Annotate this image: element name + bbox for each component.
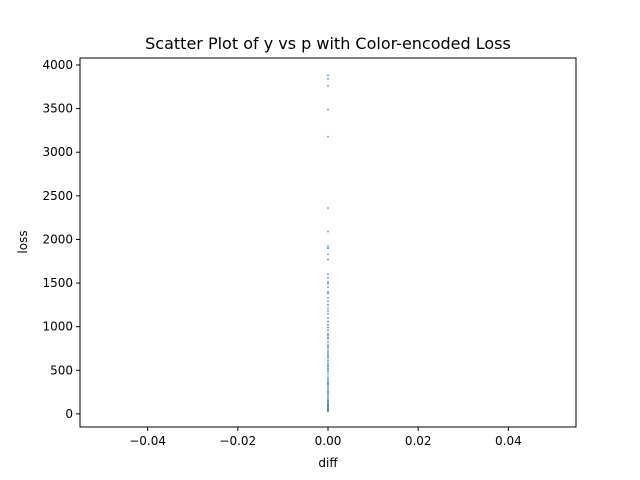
scatter-point: [327, 78, 329, 80]
scatter-point: [327, 371, 329, 373]
y-tick-label: 1000: [42, 320, 73, 334]
scatter-point: [327, 85, 329, 87]
scatter-point: [327, 365, 329, 368]
scatter-point: [327, 391, 329, 394]
scatter-point: [327, 399, 329, 402]
scatter-point: [327, 273, 329, 276]
scatter-point: [327, 303, 329, 306]
scatter-point: [327, 286, 329, 289]
scatter-point: [327, 373, 329, 376]
x-tick-label: −0.02: [219, 434, 256, 448]
scatter-point: [327, 367, 329, 370]
scatter-point: [327, 326, 329, 329]
x-tick-label: 0.00: [315, 434, 342, 448]
x-tick-label: 0.02: [405, 434, 432, 448]
scatter-point: [327, 300, 329, 303]
x-tick-label: −0.04: [129, 434, 166, 448]
scatter-point: [327, 369, 329, 372]
scatter-point: [327, 292, 329, 295]
scatter-point: [327, 276, 329, 279]
scatter-point: [327, 388, 329, 391]
scatter-point: [327, 108, 329, 111]
scatter-point: [327, 245, 329, 248]
scatter-point: [327, 135, 329, 138]
y-tick-label: 3000: [42, 145, 73, 159]
scatter-point: [327, 320, 329, 323]
scatter-point: [327, 290, 329, 293]
scatter-point: [327, 310, 329, 312]
scatter-point: [327, 386, 329, 389]
scatter-point: [327, 345, 329, 348]
scatter-point: [327, 393, 329, 396]
scatter-point: [327, 378, 329, 380]
scatter-point: [327, 296, 329, 299]
scatter-point: [327, 207, 329, 209]
scatter-point: [327, 397, 329, 400]
scatter-point: [327, 329, 329, 332]
scatter-point: [327, 385, 329, 387]
points-layer: [327, 74, 329, 413]
scatter-point: [327, 334, 329, 337]
scatter-point: [327, 376, 329, 379]
scatter-point: [327, 332, 329, 335]
scatter-point: [327, 312, 329, 315]
scatter-point: [327, 324, 329, 326]
scatter-point: [327, 307, 329, 310]
scatter-point: [327, 347, 329, 350]
y-tick-label: 4000: [42, 58, 73, 72]
scatter-point: [327, 336, 329, 339]
y-tick-label: 0: [65, 407, 73, 421]
scatter-point: [327, 351, 329, 354]
scatter-point: [327, 410, 329, 413]
y-axis-label: loss: [16, 230, 30, 253]
x-axis-label: diff: [318, 456, 338, 470]
scatter-point: [327, 317, 329, 319]
scatter-point: [327, 395, 329, 398]
plot-frame: [79, 57, 577, 428]
x-tick-label: 0.04: [495, 434, 522, 448]
y-tick-label: 1500: [42, 276, 73, 290]
scatter-point: [327, 359, 329, 362]
ticks-layer: −0.04 −0.02 0.00 0.02 0.04 0 500 1000 1500 2000 25…: [42, 58, 521, 448]
y-tick-label: 3500: [42, 102, 73, 116]
scatter-point: [327, 344, 329, 346]
scatter-point: [327, 230, 329, 233]
y-tick-label: 2000: [42, 232, 73, 246]
y-tick-label: 2500: [42, 189, 73, 203]
scatter-point: [327, 379, 329, 382]
scatter-point: [327, 341, 329, 344]
scatter-point: [327, 357, 329, 359]
scatter-point: [327, 258, 329, 261]
scatter-point: [327, 337, 329, 340]
chart-title: Scatter Plot of y vs p with Color-encode…: [145, 34, 511, 53]
scatter-point: [327, 364, 329, 366]
scatter-point: [327, 283, 329, 285]
scatter-point: [327, 281, 329, 284]
scatter-point: [327, 253, 329, 256]
scatter-point: [327, 355, 329, 358]
y-tick-label: 500: [50, 363, 73, 377]
scatter-point: [327, 350, 329, 353]
scatter-point: [327, 74, 329, 77]
scatter-point: [327, 247, 329, 250]
scatter-point: [327, 362, 329, 365]
scatter-point: [327, 382, 329, 385]
scatter-point: [327, 353, 329, 356]
